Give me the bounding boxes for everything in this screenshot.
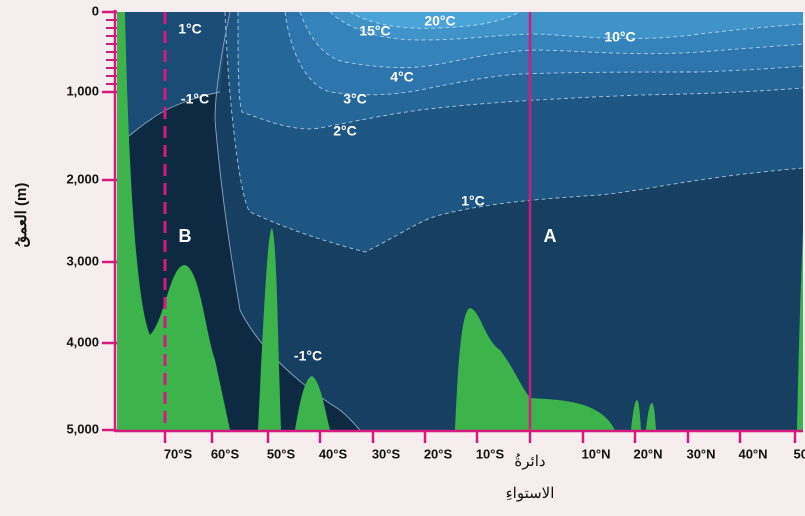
isotherm-label: 2°C bbox=[333, 123, 357, 139]
x-tick-label: 40°S bbox=[319, 446, 348, 461]
y-tick-label: 0 bbox=[92, 3, 99, 18]
isotherm-label: 4°C bbox=[390, 69, 414, 85]
isotherm-label: 15°C bbox=[359, 23, 390, 39]
equator-label: دائرةُ bbox=[514, 453, 545, 470]
x-tick-label: 60°S bbox=[211, 446, 240, 461]
marker-label: A bbox=[544, 226, 557, 246]
isotherm-label: 1°C bbox=[461, 193, 485, 209]
x-tick-label: 10°N bbox=[581, 446, 610, 461]
y-tick-label: 4,000 bbox=[66, 334, 99, 349]
isotherm-label: -1°C bbox=[294, 348, 322, 364]
y-tick-label: 2,000 bbox=[66, 171, 99, 186]
x-tick-label: 70°S bbox=[164, 446, 193, 461]
y-tick-label: 3,000 bbox=[66, 253, 99, 268]
isotherm-label: 10°C bbox=[604, 29, 635, 45]
marker-label: B bbox=[179, 226, 192, 246]
x-tick-label: 50°S bbox=[267, 446, 296, 461]
x-tick-label: 10°S bbox=[476, 446, 505, 461]
equator-label: الاستواءِ bbox=[506, 485, 555, 502]
y-tick-label: 5,000 bbox=[66, 421, 99, 436]
x-tick-label: 20°S bbox=[424, 446, 453, 461]
x-tick-label: 50°N bbox=[793, 446, 805, 461]
isotherm-label: 20°C bbox=[424, 13, 455, 29]
x-tick-label: 30°S bbox=[372, 446, 401, 461]
y-axis-title: العمقُ (m) bbox=[13, 183, 30, 248]
y-tick-label: 1,000 bbox=[66, 83, 99, 98]
x-tick-label: 20°N bbox=[633, 446, 662, 461]
page: Ocean temperature section {"y_axis": {"t… bbox=[0, 0, 805, 516]
isotherm-label: 1°C bbox=[178, 21, 202, 37]
isotherm-label: -1°C bbox=[181, 91, 209, 107]
diagram: العمقُ (m) دائرةُ الاستواءِ 0 1,000 2,000 3… bbox=[0, 0, 805, 516]
isotherm-label: 3°C bbox=[343, 91, 367, 107]
x-tick-label: 30°N bbox=[686, 446, 715, 461]
body: العمقُ (m) دائرةُ الاستواءِ 0 1,000 2,000 3… bbox=[0, 0, 805, 516]
x-tick-label: 40°N bbox=[738, 446, 767, 461]
